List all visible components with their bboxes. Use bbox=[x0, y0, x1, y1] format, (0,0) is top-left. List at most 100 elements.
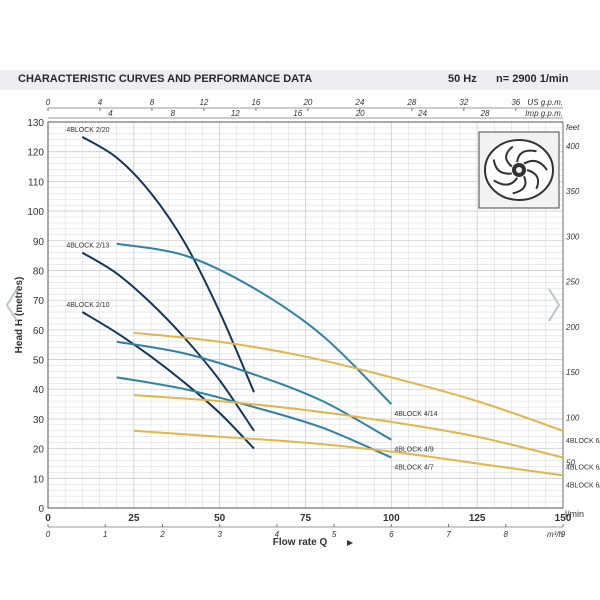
feet-tick: 300 bbox=[566, 232, 580, 241]
us-gpm-tick: 24 bbox=[354, 98, 364, 107]
series-line-4block-6-9 bbox=[133, 331, 564, 432]
x-axis-label: Flow rate Q bbox=[273, 537, 328, 548]
impeller-icon bbox=[478, 131, 560, 209]
feet-label: feet bbox=[566, 123, 580, 132]
m3h-tick: 3 bbox=[217, 530, 222, 539]
chevron-right-icon[interactable] bbox=[546, 287, 562, 323]
m3h-tick: 1 bbox=[103, 530, 107, 539]
y-tick-label: 130 bbox=[27, 118, 44, 129]
series-label-4block-4-7: 4BLOCK 4/7 bbox=[394, 465, 433, 472]
y-tick-label: 40 bbox=[33, 385, 45, 396]
series-label-4block-2-13: 4BLOCK 2/13 bbox=[66, 243, 109, 250]
us-gpm-tick: 8 bbox=[150, 98, 155, 107]
series-label-4block-6-6: 4BLOCK 6/6 bbox=[566, 465, 600, 472]
imp-gpm-tick: 16 bbox=[293, 109, 302, 118]
feet-tick: 100 bbox=[566, 413, 580, 422]
m3h-tick: 0 bbox=[46, 530, 51, 539]
m3h-tick: 5 bbox=[332, 530, 337, 539]
feet-tick: 50 bbox=[566, 459, 575, 468]
chevron-left-icon[interactable] bbox=[4, 287, 20, 323]
y-tick-label: 60 bbox=[33, 326, 45, 337]
series-label-4block-6-9: 4BLOCK 6/9 bbox=[566, 438, 600, 445]
x-unit-label: l/min bbox=[565, 509, 584, 519]
series-line-4block-6-4 bbox=[133, 429, 564, 477]
x-tick-label: 75 bbox=[300, 513, 312, 524]
us-gpm-tick: 0 bbox=[46, 98, 51, 107]
imp-gpm-tick: 24 bbox=[417, 109, 427, 118]
y-tick-label: 90 bbox=[33, 237, 45, 248]
feet-tick: 400 bbox=[566, 142, 580, 151]
us-gpm-tick: 32 bbox=[459, 98, 468, 107]
x-axis-arrow-icon bbox=[347, 540, 353, 546]
speed-label: n= 2900 1/min bbox=[496, 73, 569, 85]
y-tick-label: 50 bbox=[33, 356, 45, 367]
series-line-4block-4-7 bbox=[116, 376, 392, 459]
y-tick-label: 80 bbox=[33, 266, 45, 277]
us-gpm-tick: 20 bbox=[302, 98, 312, 107]
us-gpm-tick: 16 bbox=[251, 98, 260, 107]
feet-tick: 150 bbox=[566, 368, 580, 377]
series-line-4block-2-13 bbox=[81, 251, 255, 432]
series-label-4block-2-20: 4BLOCK 2/20 bbox=[66, 127, 109, 134]
y-tick-label: 120 bbox=[27, 148, 44, 159]
m3h-tick: 7 bbox=[446, 530, 451, 539]
x-tick-label: 25 bbox=[128, 513, 140, 524]
us-gpm-tick: 12 bbox=[199, 98, 208, 107]
us-gpm-tick: 28 bbox=[406, 98, 416, 107]
y-tick-label: 70 bbox=[33, 296, 45, 307]
imp-gpm-tick: 20 bbox=[355, 109, 365, 118]
impeller-vane bbox=[492, 159, 512, 175]
page-title: CHARACTERISTIC CURVES AND PERFORMANCE DA… bbox=[18, 73, 313, 85]
x-tick-label: 0 bbox=[45, 513, 51, 524]
x-tick-label: 125 bbox=[469, 513, 486, 524]
us-gpm-tick: 4 bbox=[98, 98, 103, 107]
m3h-tick: 8 bbox=[504, 530, 509, 539]
m3h-tick: 6 bbox=[389, 530, 394, 539]
series-line-4block-6-6 bbox=[133, 394, 564, 459]
series-line-4block-2-20 bbox=[81, 135, 255, 393]
x-tick-label: 50 bbox=[214, 513, 226, 524]
series-label-4block-4-14: 4BLOCK 4/14 bbox=[394, 411, 437, 418]
impeller-vane bbox=[526, 169, 540, 190]
m3h-tick: 2 bbox=[159, 530, 165, 539]
series-line-4block-4-9 bbox=[116, 340, 392, 441]
x-tick-label: 100 bbox=[383, 513, 400, 524]
y-tick-label: 100 bbox=[27, 207, 44, 218]
m3h-label: m³/h bbox=[547, 530, 564, 539]
y-tick-label: 30 bbox=[33, 415, 45, 426]
chart-series: 4BLOCK 2/20 4BLOCK 2/13 4BLOCK 2/10 4BLOCK … bbox=[66, 127, 600, 489]
imp-gpm-tick: 4 bbox=[108, 109, 113, 118]
impeller-vane bbox=[493, 177, 519, 186]
feet-tick: 350 bbox=[566, 187, 580, 196]
y-tick-label: 0 bbox=[38, 504, 44, 515]
feet-tick: 200 bbox=[565, 323, 580, 332]
impeller-vane bbox=[512, 175, 527, 195]
impeller-vane bbox=[523, 159, 548, 171]
y-tick-label: 10 bbox=[33, 474, 45, 485]
y-tick-label: 20 bbox=[33, 445, 45, 456]
imp-gpm-tick: 12 bbox=[231, 109, 240, 118]
impeller-shaft bbox=[516, 167, 522, 173]
us-gpm-label: US g.p.m. bbox=[527, 98, 563, 107]
series-line-4block-4-14 bbox=[116, 242, 393, 405]
feet-tick: 250 bbox=[565, 278, 580, 287]
imp-gpm-tick: 28 bbox=[480, 109, 490, 118]
m3h-tick: 9 bbox=[561, 530, 566, 539]
series-label-4block-4-9: 4BLOCK 4/9 bbox=[394, 447, 433, 454]
series-line-4block-2-10 bbox=[81, 311, 255, 450]
series-label-4block-2-10: 4BLOCK 2/10 bbox=[66, 302, 109, 309]
header-band bbox=[0, 70, 600, 90]
y-axis-label: Head H (metres) bbox=[14, 277, 25, 354]
us-gpm-tick: 36 bbox=[511, 98, 520, 107]
impeller-vane bbox=[505, 145, 514, 168]
imp-gpm-tick: 8 bbox=[171, 109, 176, 118]
y-tick-label: 110 bbox=[28, 177, 44, 188]
series-label-4block-6-4: 4BLOCK 6/4 bbox=[566, 482, 600, 489]
impeller-vane bbox=[516, 149, 537, 163]
frequency-label: 50 Hz bbox=[448, 73, 477, 85]
m3h-tick: 4 bbox=[275, 530, 280, 539]
imp-gpm-label: Imp g.p.m. bbox=[525, 109, 563, 118]
x-tick-label: 150 bbox=[555, 513, 572, 524]
